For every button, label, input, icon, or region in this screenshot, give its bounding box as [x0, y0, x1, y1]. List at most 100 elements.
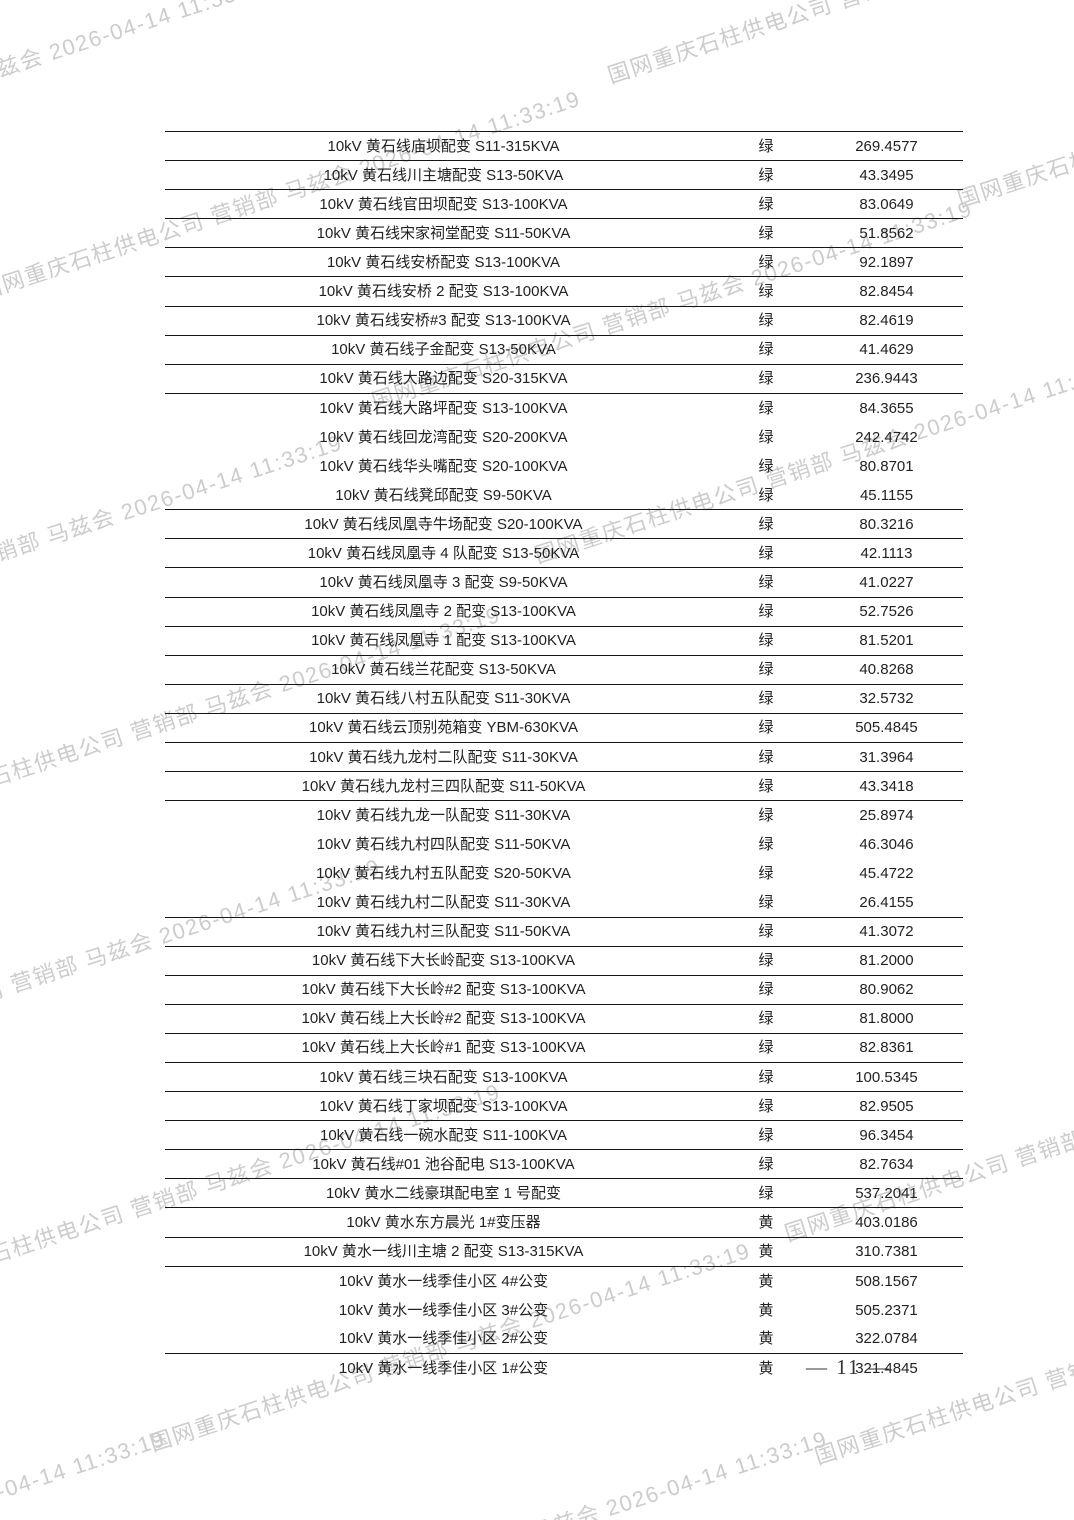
load-value-cell: 242.4742 [855, 428, 918, 446]
status-color-cell: 绿 [758, 603, 774, 621]
status-color-cell: 绿 [758, 515, 774, 533]
load-value-cell: 80.9062 [859, 981, 914, 999]
table-row: 10kV 黄石线九龙村二队配变 S11-30KVA 绿 31.3964 [165, 743, 963, 773]
table-row: 10kV 黄石线九村五队配变 S20-50KVA 绿 45.4722 [165, 859, 963, 888]
load-value-cell: 40.8268 [859, 661, 914, 679]
table-row: 10kV 黄石线安桥 2 配变 S13-100KVA 绿 82.8454 [165, 277, 963, 307]
device-name-cell: 10kV 黄石线九村四队配变 S11-50KVA [316, 836, 571, 854]
load-value-cell: 81.8000 [859, 1010, 914, 1028]
table-row: 10kV 黄石线九龙一队配变 S11-30KVA 绿 25.8974 [165, 801, 963, 830]
status-color-cell: 绿 [758, 1155, 774, 1173]
table-row: 10kV 黄石线官田坝配变 S13-100KVA 绿 83.0649 [165, 190, 963, 220]
table-row: 10kV 黄水东方晨光 1#变压器 黄 403.0186 [165, 1208, 963, 1238]
device-name-cell: 10kV 黄石线凤凰寺牛场配变 S20-100KVA [304, 515, 583, 533]
table-row: 10kV 黄石线宋家祠堂配变 S11-50KVA 绿 51.8562 [165, 219, 963, 249]
device-name-cell: 10kV 黄石线安桥#3 配变 S13-100KVA [316, 312, 571, 330]
table-row: 10kV 黄石线九村四队配变 S11-50KVA 绿 46.3046 [165, 830, 963, 859]
device-name-cell: 10kV 黄水一线川主塘 2 配变 S13-315KVA [303, 1243, 584, 1261]
device-name-cell: 10kV 黄石线九龙村二队配变 S11-30KVA [309, 748, 578, 766]
device-name-cell: 10kV 黄石线凤凰寺 2 配变 S13-100KVA [311, 603, 576, 621]
load-value-cell: 45.1155 [859, 486, 914, 504]
status-color-cell: 绿 [758, 719, 774, 737]
device-name-cell: 10kV 黄石线华头嘴配变 S20-100KVA [319, 458, 568, 476]
load-value-cell: 82.8454 [859, 283, 914, 301]
device-name-cell: 10kV 黄水东方晨光 1#变压器 [346, 1214, 541, 1232]
status-color-cell: 绿 [758, 632, 774, 650]
device-name-cell: 10kV 黄石线凤凰寺 4 队配变 S13-50KVA [307, 544, 580, 562]
load-value-cell: 80.8701 [859, 458, 914, 476]
table-row: 10kV 黄石线华头嘴配变 S20-100KVA 绿 80.8701 [165, 452, 963, 481]
status-color-cell: 绿 [758, 661, 774, 679]
device-name-cell: 10kV 黄石线安桥配变 S13-100KVA [326, 253, 561, 271]
load-value-cell: 25.8974 [859, 807, 914, 825]
load-value-cell: 537.2041 [855, 1184, 918, 1202]
load-value-cell: 236.9443 [855, 370, 918, 388]
load-value-cell: 81.2000 [859, 952, 914, 970]
table-row: 10kV 黄水一线季佳小区 3#公变 黄 505.2371 [165, 1296, 963, 1325]
status-color-cell: 黄 [758, 1330, 774, 1348]
status-color-cell: 绿 [758, 690, 774, 708]
table-row: 10kV 黄石线上大长岭#1 配变 S13-100KVA 绿 82.8361 [165, 1034, 963, 1063]
table-row: 10kV 黄水二线豪琪配电室 1 号配变 绿 537.2041 [165, 1179, 963, 1209]
load-value-cell: 81.5201 [859, 632, 914, 650]
load-value-cell: 80.3216 [859, 515, 914, 533]
status-color-cell: 绿 [758, 1126, 774, 1144]
status-color-cell: 黄 [758, 1301, 774, 1319]
load-value-cell: 310.7381 [855, 1243, 918, 1261]
load-value-cell: 84.3655 [859, 399, 914, 417]
device-name-cell: 10kV 黄石线安桥 2 配变 S13-100KVA [318, 283, 569, 301]
load-value-cell: 32.5732 [859, 690, 914, 708]
load-value-cell: 26.4155 [859, 893, 914, 911]
status-color-cell: 绿 [758, 195, 774, 213]
table-row: 10kV 黄石线安桥配变 S13-100KVA 绿 92.1897 [165, 248, 963, 278]
status-color-cell: 绿 [758, 458, 774, 476]
table-row: 10kV 黄水一线川主塘 2 配变 S13-315KVA 黄 310.7381 [165, 1238, 963, 1267]
table-row: 10kV 黄石线九村三队配变 S11-50KVA 绿 41.3072 [165, 918, 963, 947]
table-row: 10kV 黄石线凤凰寺 4 队配变 S13-50KVA 绿 42.1113 [165, 539, 963, 569]
device-name-cell: 10kV 黄石线九村二队配变 S11-30KVA [316, 893, 571, 911]
table-row: 10kV 黄石线云顶别苑箱变 YBM-630KVA 绿 505.4845 [165, 714, 963, 743]
status-color-cell: 绿 [758, 1097, 774, 1115]
status-color-cell: 绿 [758, 1039, 774, 1057]
status-color-cell: 绿 [758, 428, 774, 446]
device-name-cell: 10kV 黄石线九村五队配变 S20-50KVA [316, 865, 571, 883]
watermark-text: 国网重庆石柱供电公司 营销部 马兹会 2026-04-14 11:33:19 [222, 1421, 831, 1520]
table-row: 10kV 黄石线丁家坝配变 S13-100KVA 绿 82.9505 [165, 1092, 963, 1122]
device-name-cell: 10kV 黄水一线季佳小区 2#公变 [338, 1330, 549, 1348]
status-color-cell: 绿 [758, 399, 774, 417]
device-name-cell: 10kV 黄石线兰花配变 S13-50KVA [331, 661, 556, 679]
table-row: 10kV 黄石线安桥#3 配变 S13-100KVA 绿 82.4619 [165, 307, 963, 336]
device-name-cell: 10kV 黄石线九村三队配变 S11-50KVA [316, 923, 571, 941]
load-value-cell: 41.0227 [859, 573, 914, 591]
table-row: 10kV 黄水一线季佳小区 2#公变 黄 322.0784 [165, 1325, 963, 1354]
status-color-cell: 绿 [758, 893, 774, 911]
device-name-cell: 10kV 黄石线丁家坝配变 S13-100KVA [319, 1097, 568, 1115]
device-name-cell: 10kV 黄石线凤凰寺 1 配变 S13-100KVA [311, 632, 576, 650]
table-row: 10kV 黄石线#01 池谷配电 S13-100KVA 绿 82.7634 [165, 1150, 963, 1180]
watermark-text: 国网重庆石柱供电公司 营销部 马兹会 2026-04-14 11:33:19 [0, 1421, 169, 1520]
device-name-cell: 10kV 黄石线八村五队配变 S11-30KVA [316, 690, 571, 708]
status-color-cell: 绿 [758, 544, 774, 562]
transformer-load-table: 10kV 黄石线庙坝配变 S11-315KVA 绿 269.4577 10kV … [165, 131, 963, 1383]
status-color-cell: 绿 [758, 341, 774, 359]
watermark-text: 国网重庆石柱供电公司 营销部 马兹会 2026-04-14 11:33:19 [954, 0, 1074, 213]
load-value-cell: 92.1897 [859, 253, 914, 271]
load-value-cell: 508.1567 [855, 1272, 918, 1290]
load-value-cell: 43.3495 [859, 166, 914, 184]
status-color-cell: 绿 [758, 981, 774, 999]
table-row: 10kV 黄石线子金配变 S13-50KVA 绿 41.4629 [165, 336, 963, 365]
table-row: 10kV 黄石线下大长岭#2 配变 S13-100KVA 绿 80.9062 [165, 976, 963, 1005]
table-row: 10kV 黄水一线季佳小区 4#公变 黄 508.1567 [165, 1267, 963, 1296]
load-value-cell: 31.3964 [859, 748, 914, 766]
status-color-cell: 绿 [758, 1068, 774, 1086]
table-row: 10kV 黄石线八村五队配变 S11-30KVA 绿 32.5732 [165, 685, 963, 714]
load-value-cell: 505.4845 [855, 719, 918, 737]
load-value-cell: 403.0186 [855, 1214, 918, 1232]
load-value-cell: 42.1113 [860, 544, 913, 562]
device-name-cell: 10kV 黄石线子金配变 S13-50KVA [331, 341, 556, 359]
device-name-cell: 10kV 黄石线川主塘配变 S13-50KVA [323, 166, 564, 184]
status-color-cell: 绿 [758, 370, 774, 388]
load-value-cell: 322.0784 [855, 1330, 918, 1348]
load-value-cell: 82.8361 [859, 1039, 914, 1057]
